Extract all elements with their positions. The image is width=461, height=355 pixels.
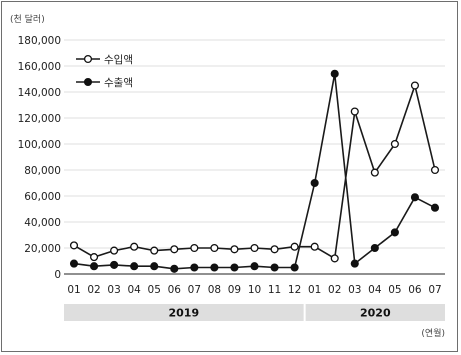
data-point xyxy=(290,242,299,251)
x-tick-label: 06 xyxy=(408,284,422,296)
data-point xyxy=(250,243,259,253)
x-tick-label: 02 xyxy=(328,284,341,296)
y-tick-label: 100,000 xyxy=(18,139,61,151)
x-tick-label: 12 xyxy=(288,284,301,296)
y-tick-label: 0 xyxy=(54,269,61,281)
x-unit-label: (연월) xyxy=(421,327,445,339)
data-point xyxy=(110,246,119,255)
year-bands: 2019 2020 xyxy=(64,304,445,321)
data-point xyxy=(330,254,339,263)
series-lines xyxy=(73,73,436,270)
x-tick-label: 04 xyxy=(368,284,382,296)
legend-label: 수입액 xyxy=(104,53,133,66)
x-tick-label: 10 xyxy=(248,284,261,296)
y-tick-label: 160,000 xyxy=(18,61,61,73)
x-tick-label: 03 xyxy=(348,284,361,296)
year-label: 2020 xyxy=(360,307,391,320)
data-point xyxy=(170,264,179,273)
data-point xyxy=(230,263,239,272)
data-point xyxy=(410,193,419,202)
x-tick-label: 05 xyxy=(148,284,161,296)
y-tick-labels: 0 20,000 40,000 60,000 80,000 100,000 120,000 1… xyxy=(18,35,61,281)
data-point xyxy=(390,139,399,149)
data-point xyxy=(390,228,399,237)
x-tick-label: 01 xyxy=(67,284,80,296)
series-line-2 xyxy=(73,73,436,270)
data-point xyxy=(210,243,219,253)
data-point xyxy=(130,262,139,271)
data-point xyxy=(150,246,159,255)
data-point xyxy=(370,168,379,177)
data-point xyxy=(350,107,359,116)
data-point xyxy=(190,243,199,253)
data-point xyxy=(250,262,259,271)
series-line-1 xyxy=(73,84,436,260)
y-unit-label: (천 달러) xyxy=(10,13,45,25)
x-tick-label: 06 xyxy=(168,284,182,296)
data-point xyxy=(350,259,359,268)
data-point xyxy=(210,263,219,272)
x-tick-label: 03 xyxy=(107,284,120,296)
data-point xyxy=(410,81,419,90)
data-point xyxy=(90,262,99,271)
data-point xyxy=(310,178,319,188)
x-tick-label: 05 xyxy=(388,284,401,296)
data-point xyxy=(430,203,440,212)
y-tick-label: 40,000 xyxy=(24,217,61,229)
data-point xyxy=(270,245,279,254)
data-point xyxy=(430,165,440,175)
series-points xyxy=(69,69,440,273)
data-point xyxy=(130,242,139,251)
y-tick-label: 60,000 xyxy=(24,191,61,203)
legend-marker xyxy=(83,54,93,64)
data-point xyxy=(150,262,159,271)
x-tick-label: 07 xyxy=(188,284,201,296)
y-tick-label: 20,000 xyxy=(24,243,61,255)
legend-label: 수출액 xyxy=(104,77,133,89)
data-point xyxy=(69,241,79,250)
x-tick-label: 08 xyxy=(208,284,221,296)
y-tick-label: 180,000 xyxy=(18,35,61,47)
legend-marker xyxy=(83,77,93,87)
grid-lines xyxy=(64,39,445,249)
year-band xyxy=(305,304,445,321)
year-band xyxy=(64,304,304,321)
data-point xyxy=(370,243,379,253)
year-label: 2019 xyxy=(169,307,200,320)
data-point xyxy=(90,253,99,262)
y-tick-label: 120,000 xyxy=(18,113,61,125)
data-point xyxy=(190,263,199,272)
data-point xyxy=(310,242,319,251)
x-tick-label: 09 xyxy=(228,284,241,296)
y-tick-label: 140,000 xyxy=(18,87,61,99)
x-tick-label: 07 xyxy=(428,284,441,296)
x-tick-label: 01 xyxy=(308,284,321,296)
data-point xyxy=(290,263,299,272)
x-axis: 01 02 03 04 05 06 07 08 09 10 11 12 01 02 03 04 05 06 07 xyxy=(64,273,445,296)
x-tick-label: 04 xyxy=(127,284,141,296)
x-tick-label: 02 xyxy=(87,284,100,296)
data-point xyxy=(230,245,239,254)
data-point xyxy=(69,259,79,268)
data-point xyxy=(330,69,339,78)
x-tick-label: 11 xyxy=(268,284,281,296)
data-point xyxy=(110,260,119,269)
data-point xyxy=(170,245,179,254)
y-tick-label: 80,000 xyxy=(24,165,61,177)
data-point xyxy=(270,263,279,272)
